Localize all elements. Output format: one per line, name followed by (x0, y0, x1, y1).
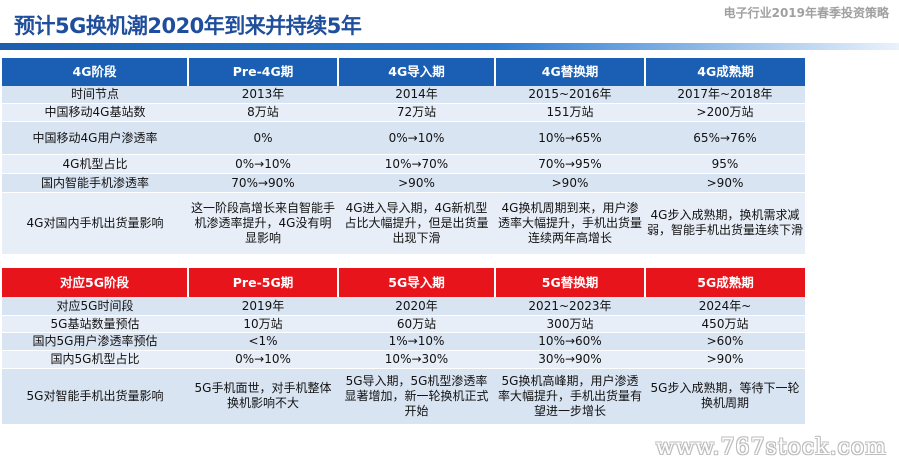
table-cell: 5G换机高峰期，用户渗透率大幅提升，手机出货量有望进一步增长 (495, 368, 645, 425)
table-5g-stages: 对应5G阶段 Pre-5G期 5G导入期 5G替换期 5G成熟期 对应5G时间段… (2, 268, 805, 425)
row-label: 国内5G机型占比 (2, 350, 188, 369)
table-cell: 4G换机周期到来，用户渗透率大幅提升，手机出货量连续两年高增长 (495, 192, 645, 255)
table-header-row: 4G阶段 Pre-4G期 4G导入期 4G替换期 4G成熟期 (2, 58, 805, 86)
header-cell: 5G替换期 (495, 268, 646, 297)
table-row: 国内5G机型占比 0%→10% 10%→30% 30%→90% >90% (2, 350, 805, 369)
table-cell: 0% (188, 121, 338, 155)
table-row: 中国移动4G用户渗透率 0% 0%→10% 10%→65% 65%→76% (2, 121, 805, 155)
table-cell: 5G手机面世，对手机整体换机影响不大 (188, 368, 338, 425)
table-row: 国内5G用户渗透率预估 <1% 1%→10% 10%→60% >60% (2, 332, 805, 351)
table-cell: 2014年 (338, 86, 495, 104)
table-cell: 2024年~ (645, 297, 805, 316)
table-cell: 5G导入期，5G机型渗透率显著增加，新一轮换机正式开始 (338, 368, 495, 425)
report-name: 电子行业2019年春季投资策略 (723, 6, 889, 20)
table-cell: 450万站 (645, 315, 805, 333)
table-cell: 72万站 (338, 103, 495, 122)
row-label: 中国移动4G用户渗透率 (2, 121, 188, 155)
table-cell: 1%→10% (338, 332, 495, 351)
row-label: 4G对国内手机出货量影响 (2, 192, 188, 255)
table-cell: 2017年~2018年 (645, 86, 805, 104)
row-label: 5G对智能手机出货量影响 (2, 368, 188, 425)
header-cell: 4G成熟期 (645, 58, 805, 86)
row-label: 对应5G时间段 (2, 297, 188, 316)
header-cell: 4G阶段 (2, 58, 189, 86)
header-cell: 5G成熟期 (645, 268, 805, 297)
table-cell: >90% (338, 173, 495, 193)
table-row: 4G对国内手机出货量影响 这一阶段高增长来自智能手机渗透率提升，4G没有明显影响… (2, 192, 805, 255)
table-cell: 10%→30% (338, 350, 495, 369)
row-label: 4G机型占比 (2, 154, 188, 174)
table-cell: 2021~2023年 (495, 297, 645, 316)
table-row: 国内智能手机渗透率 70%→90% >90% >90% >90% (2, 173, 805, 193)
table-row: 对应5G时间段 2019年 2020年 2021~2023年 2024年~ (2, 297, 805, 316)
table-cell: 5G步入成熟期，等待下一轮换机周期 (645, 368, 805, 425)
table-4g-stages: 4G阶段 Pre-4G期 4G导入期 4G替换期 4G成熟期 时间节点 2013… (2, 58, 805, 255)
row-label: 时间节点 (2, 86, 188, 104)
table-cell: <1% (188, 332, 338, 351)
table-cell: 0%→10% (338, 121, 495, 155)
header-cell: Pre-4G期 (188, 58, 339, 86)
table-cell: 95% (645, 154, 805, 174)
table-cell: 2013年 (188, 86, 338, 104)
table-cell: 70%→90% (188, 173, 338, 193)
table-cell: >90% (645, 173, 805, 193)
table-cell: 2015~2016年 (495, 86, 645, 104)
row-label: 国内智能手机渗透率 (2, 173, 188, 193)
table-cell: 30%→90% (495, 350, 645, 369)
table-cell: >200万站 (645, 103, 805, 122)
table-cell: 这一阶段高增长来自智能手机渗透率提升，4G没有明显影响 (188, 192, 338, 255)
watermark: www.767stock.com (655, 435, 887, 460)
table-header-row: 对应5G阶段 Pre-5G期 5G导入期 5G替换期 5G成熟期 (2, 268, 805, 297)
table-cell: 60万站 (338, 315, 495, 333)
table-row: 时间节点 2013年 2014年 2015~2016年 2017年~2018年 (2, 86, 805, 104)
table-cell: 65%→76% (645, 121, 805, 155)
table-cell: 4G步入成熟期，换机需求减弱，智能手机出货量连续下滑 (645, 192, 805, 255)
table-cell: 10%→65% (495, 121, 645, 155)
table-cell: >60% (645, 332, 805, 351)
title-divider (0, 43, 899, 50)
header-cell: 4G导入期 (338, 58, 496, 86)
header-cell: Pre-5G期 (188, 268, 339, 297)
table-row: 中国移动4G基站数 8万站 72万站 151万站 >200万站 (2, 103, 805, 122)
table-cell: 2019年 (188, 297, 338, 316)
row-label: 5G基站数量预估 (2, 315, 188, 333)
table-cell: 2020年 (338, 297, 495, 316)
header-cell: 对应5G阶段 (2, 268, 189, 297)
page-title: 预计5G换机潮2020年到来并持续5年 (14, 14, 362, 38)
table-cell: 151万站 (495, 103, 645, 122)
table-row: 4G机型占比 0%→10% 10%→70% 70%→95% 95% (2, 154, 805, 174)
table-cell: 10%→70% (338, 154, 495, 174)
table-cell: 0%→10% (188, 154, 338, 174)
table-cell: 300万站 (495, 315, 645, 333)
table-cell: >90% (645, 350, 805, 369)
table-cell: 4G进入导入期，4G新机型占比大幅提升，但是出货量出现下滑 (338, 192, 495, 255)
table-row: 5G基站数量预估 10万站 60万站 300万站 450万站 (2, 315, 805, 333)
table-cell: 10万站 (188, 315, 338, 333)
table-cell: 70%→95% (495, 154, 645, 174)
table-cell: 10%→60% (495, 332, 645, 351)
row-label: 中国移动4G基站数 (2, 103, 188, 122)
header-cell: 5G导入期 (338, 268, 496, 297)
table-cell: 0%→10% (188, 350, 338, 369)
header-cell: 4G替换期 (495, 58, 646, 86)
row-label: 国内5G用户渗透率预估 (2, 332, 188, 351)
table-cell: 8万站 (188, 103, 338, 122)
table-row: 5G对智能手机出货量影响 5G手机面世，对手机整体换机影响不大 5G导入期，5G… (2, 368, 805, 425)
table-cell: >90% (495, 173, 645, 193)
